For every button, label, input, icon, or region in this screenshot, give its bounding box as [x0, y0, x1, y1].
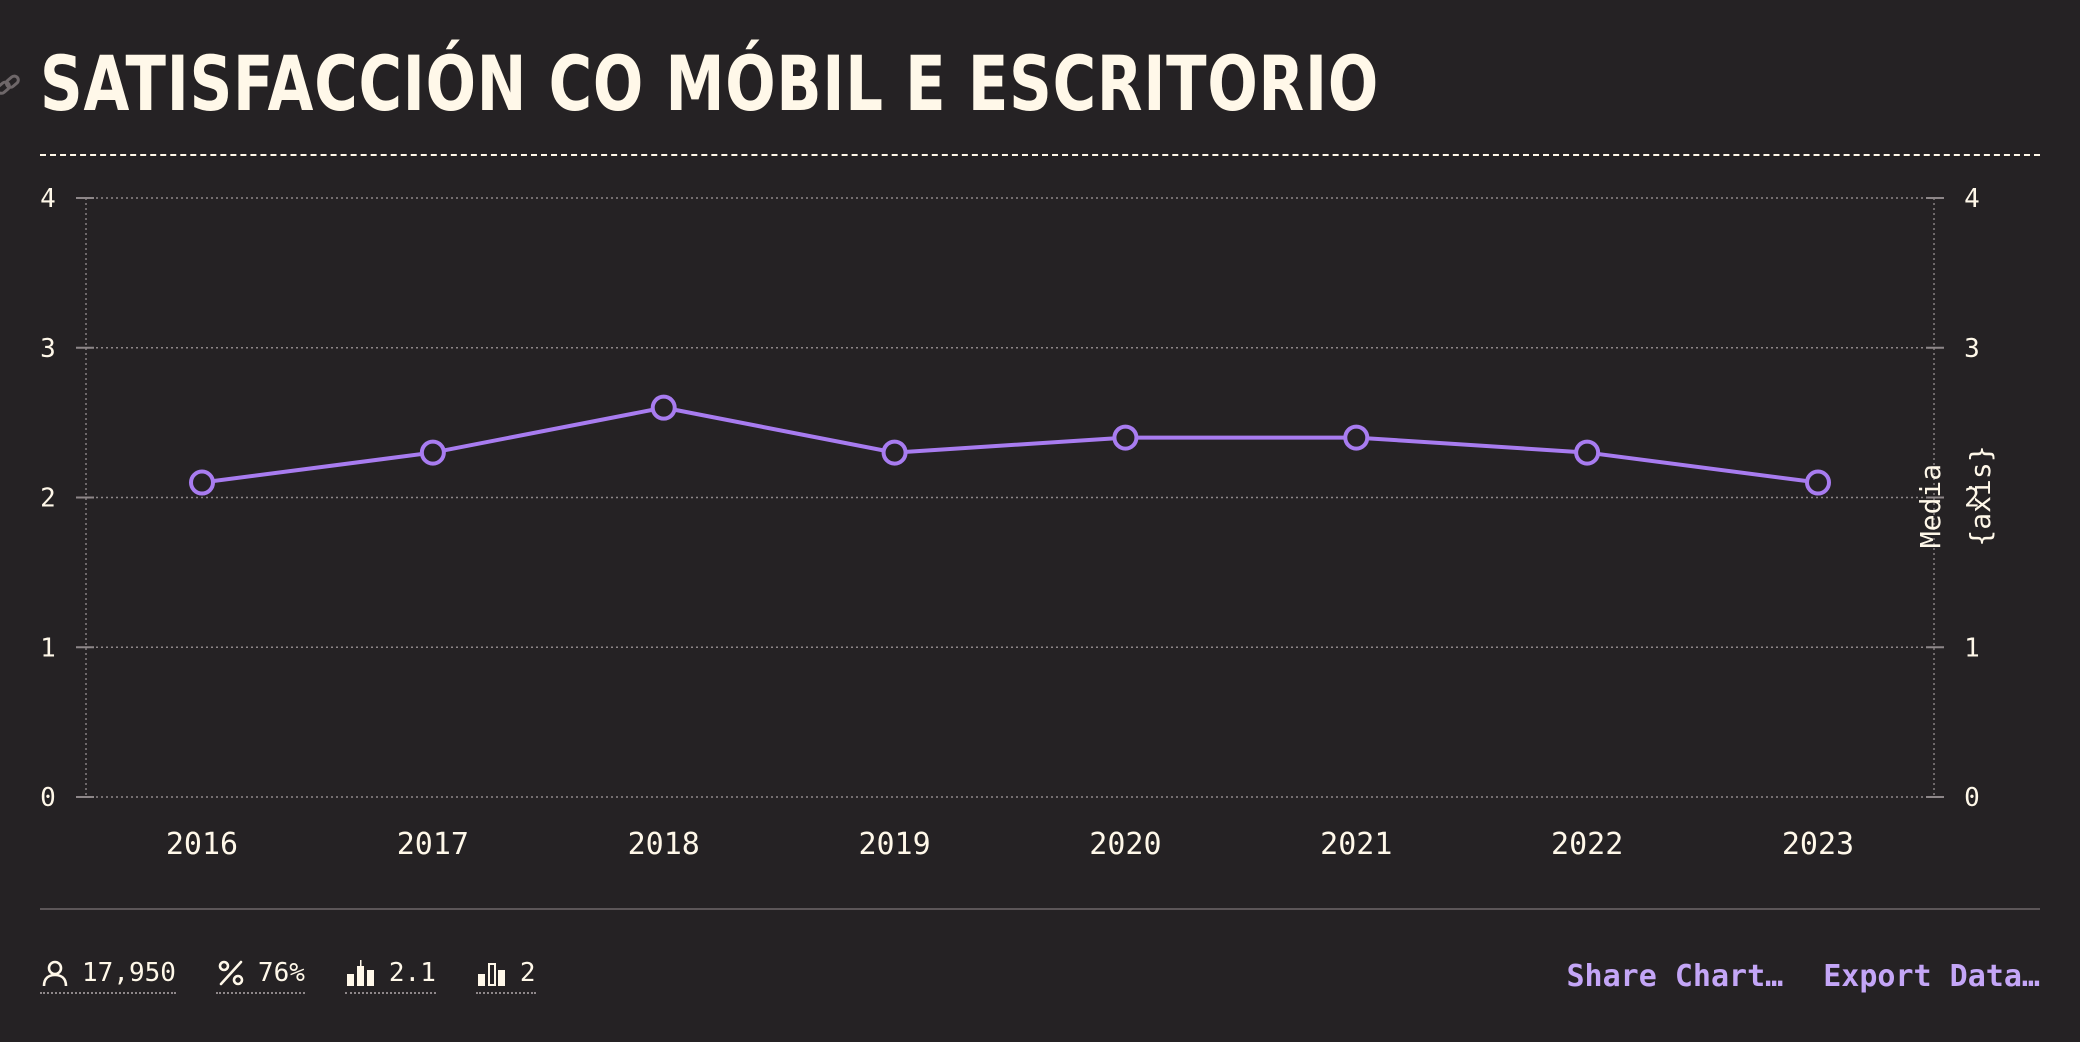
- x-tick-label: 2021: [1320, 827, 1392, 862]
- stat-percent[interactable]: 76%: [215, 958, 305, 994]
- percent-icon: [218, 960, 244, 986]
- y-tick-label-left: 1: [40, 633, 56, 663]
- y-tick-label-left: 4: [40, 184, 56, 214]
- data-point: [1343, 424, 1370, 451]
- stat-median-value: 2.1: [388, 958, 436, 988]
- share-chart-button[interactable]: Share Chart…: [1566, 958, 1784, 994]
- y-tick-label-right: 3: [1964, 334, 1980, 364]
- line-chart: 0 0 1 1 2 2 3 3 4 4 Media {axis} 2016 2017 2018 2019 202…: [40, 184, 1997, 862]
- data-point: [1112, 424, 1139, 451]
- data-point: [1805, 469, 1831, 496]
- x-tick-label: 2016: [166, 827, 238, 862]
- stat-percent-value: 76%: [257, 958, 305, 988]
- mode-bars-icon: [477, 963, 505, 986]
- axis-labels: 0 0 1 1 2 2 3 3 4 4 Media {axis} 2016 2017 2018 2019 202…: [40, 184, 1997, 862]
- person-icon: [42, 960, 68, 987]
- stats-bar: 17,950 76% 2.1: [40, 950, 536, 1002]
- y-tick-label-right: 2: [1964, 484, 1980, 514]
- link-icon[interactable]: [0, 72, 22, 100]
- y-axis-title-right: Media: [1914, 464, 1947, 548]
- stat-responses-value: 17,950: [82, 958, 176, 988]
- y-axis-title-right-2: {axis}: [1964, 445, 1997, 546]
- y-tick-label-right: 0: [1964, 783, 1980, 813]
- median-bars-icon: [346, 960, 374, 986]
- export-data-button[interactable]: Export Data…: [1823, 958, 2040, 994]
- data-point: [1574, 439, 1601, 466]
- data-point: [881, 439, 908, 466]
- x-tick-label: 2018: [628, 827, 700, 862]
- data-point: [419, 439, 446, 466]
- grid-lines: [86, 197, 1934, 798]
- footer-divider: [40, 908, 2040, 910]
- chart-title: SATISFACCIÓN CO MÓBIL E ESCRITORIO: [40, 39, 1379, 128]
- y-tick-label-right: 4: [1964, 184, 1980, 214]
- y-tick-label-left: 2: [40, 484, 56, 514]
- title-divider: [40, 154, 2040, 156]
- data-point: [189, 469, 215, 496]
- stat-mode-value: 2: [519, 958, 536, 988]
- y-tick-label-right: 1: [1964, 633, 1980, 663]
- y-tick-label-left: 0: [40, 783, 56, 813]
- stat-median[interactable]: 2.1: [344, 958, 436, 994]
- x-tick-label: 2017: [397, 827, 469, 862]
- x-tick-label: 2022: [1551, 827, 1623, 862]
- y-tick-label-left: 3: [40, 334, 56, 364]
- stat-responses[interactable]: 17,950: [40, 958, 176, 994]
- axes: [76, 197, 1944, 798]
- x-tick-label: 2019: [858, 827, 930, 862]
- x-tick-label: 2020: [1089, 827, 1161, 862]
- series-satisfaction: [189, 394, 1831, 496]
- series-line: [201, 405, 1819, 485]
- x-tick-label: 2023: [1782, 827, 1854, 862]
- stat-mode[interactable]: 2: [475, 958, 536, 994]
- data-point: [650, 394, 677, 421]
- footer-actions: Share Chart… Export Data…: [1567, 950, 2041, 1002]
